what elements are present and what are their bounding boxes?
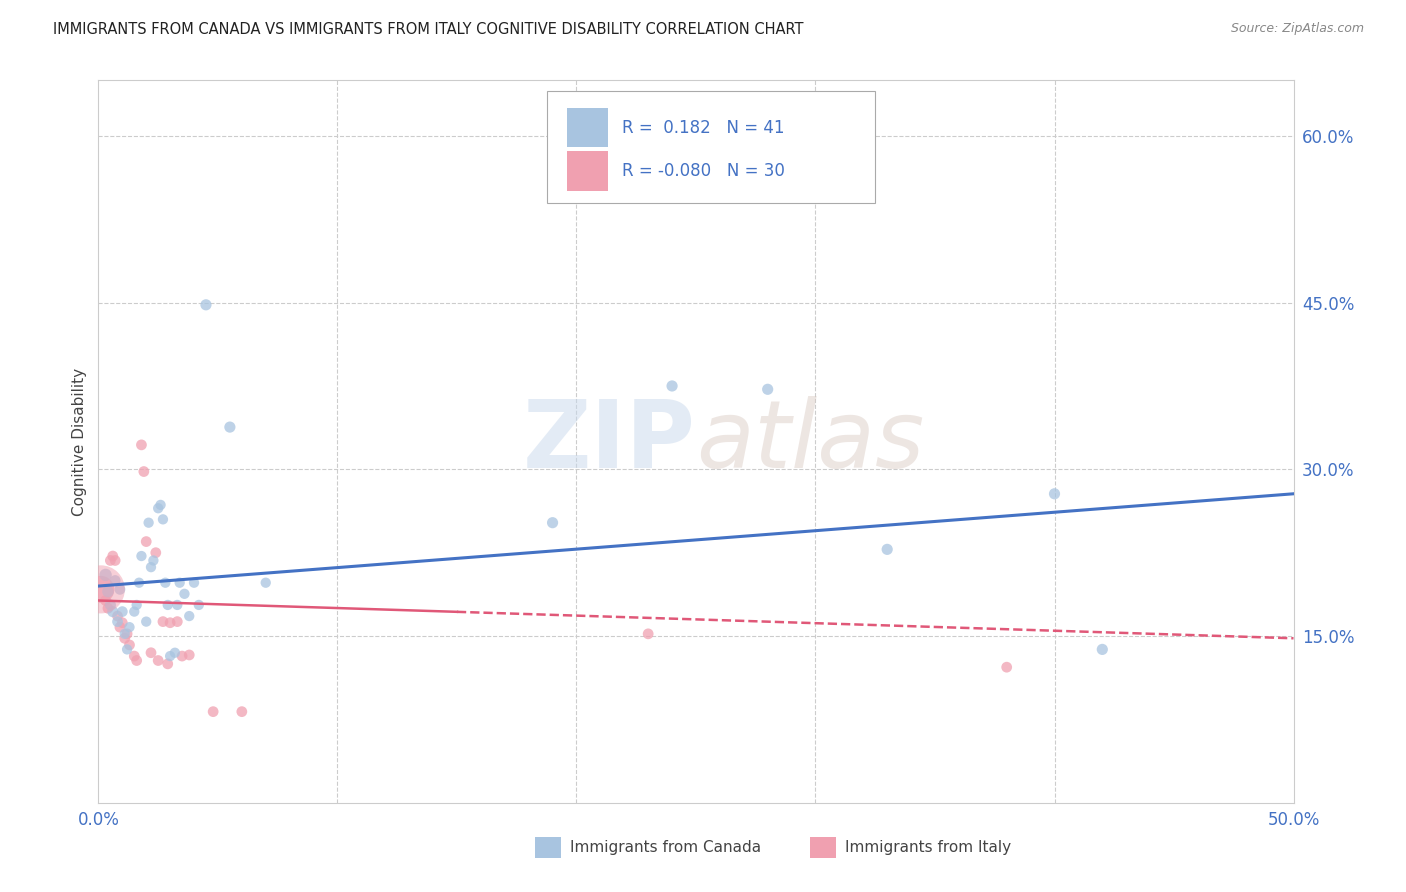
Point <box>169 575 191 590</box>
Point <box>97 601 120 615</box>
Point <box>107 609 129 624</box>
Point <box>124 605 146 619</box>
Text: Immigrants from Italy: Immigrants from Italy <box>845 840 1011 855</box>
Point <box>114 632 136 646</box>
FancyBboxPatch shape <box>810 837 835 858</box>
Point <box>135 615 157 629</box>
Point <box>156 598 179 612</box>
Point <box>132 465 155 479</box>
Point <box>101 605 124 619</box>
Point <box>219 420 242 434</box>
Point <box>166 615 188 629</box>
Point <box>108 582 131 597</box>
Point <box>876 542 898 557</box>
Point <box>142 553 165 567</box>
Point <box>231 705 253 719</box>
Point <box>108 620 131 634</box>
FancyBboxPatch shape <box>567 151 607 191</box>
Text: IMMIGRANTS FROM CANADA VS IMMIGRANTS FROM ITALY COGNITIVE DISABILITY CORRELATION: IMMIGRANTS FROM CANADA VS IMMIGRANTS FRO… <box>53 22 804 37</box>
Point <box>94 593 117 607</box>
Point <box>172 649 194 664</box>
Point <box>149 498 172 512</box>
Text: Immigrants from Canada: Immigrants from Canada <box>571 840 762 855</box>
Point <box>637 627 659 641</box>
Text: atlas: atlas <box>696 396 924 487</box>
Point <box>661 379 683 393</box>
Point <box>163 646 186 660</box>
Point <box>118 620 141 634</box>
Point <box>179 648 201 662</box>
Point <box>90 582 112 597</box>
Point <box>135 534 157 549</box>
Point <box>115 642 138 657</box>
Point <box>107 615 129 629</box>
Text: ZIP: ZIP <box>523 395 696 488</box>
Point <box>111 605 134 619</box>
Point <box>131 438 153 452</box>
Point <box>128 575 150 590</box>
Point <box>124 649 146 664</box>
Point <box>139 646 162 660</box>
Point <box>131 549 153 563</box>
FancyBboxPatch shape <box>547 91 876 203</box>
Point <box>254 575 277 590</box>
Point <box>183 575 205 590</box>
Point <box>152 512 174 526</box>
Point <box>156 657 179 671</box>
Point <box>98 598 122 612</box>
Y-axis label: Cognitive Disability: Cognitive Disability <box>72 368 87 516</box>
Point <box>125 598 148 612</box>
Point <box>101 549 124 563</box>
Point <box>173 587 195 601</box>
Point <box>97 584 120 599</box>
Point <box>98 553 122 567</box>
Text: R =  0.182   N = 41: R = 0.182 N = 41 <box>621 119 785 137</box>
Point <box>115 627 138 641</box>
Point <box>756 382 779 396</box>
FancyBboxPatch shape <box>567 108 607 147</box>
Text: R = -0.080   N = 30: R = -0.080 N = 30 <box>621 162 785 180</box>
Point <box>1043 487 1066 501</box>
Point <box>104 574 127 588</box>
Point <box>145 546 167 560</box>
Point <box>104 553 127 567</box>
Point <box>155 575 177 590</box>
Point <box>118 638 141 652</box>
Point <box>1091 642 1114 657</box>
Point <box>90 582 112 597</box>
FancyBboxPatch shape <box>534 837 561 858</box>
Point <box>179 609 201 624</box>
Point <box>152 615 174 629</box>
Point <box>159 615 181 630</box>
Point <box>125 653 148 667</box>
Point <box>202 705 225 719</box>
Text: Source: ZipAtlas.com: Source: ZipAtlas.com <box>1230 22 1364 36</box>
Point <box>139 560 162 574</box>
Point <box>995 660 1018 674</box>
Point <box>114 627 136 641</box>
Point <box>148 501 170 516</box>
Point <box>541 516 564 530</box>
Point <box>94 568 117 582</box>
Point <box>166 598 188 612</box>
Point <box>159 649 181 664</box>
Point <box>138 516 160 530</box>
Point <box>148 653 170 667</box>
Point <box>111 615 134 630</box>
Point <box>187 598 209 612</box>
Point <box>195 298 218 312</box>
